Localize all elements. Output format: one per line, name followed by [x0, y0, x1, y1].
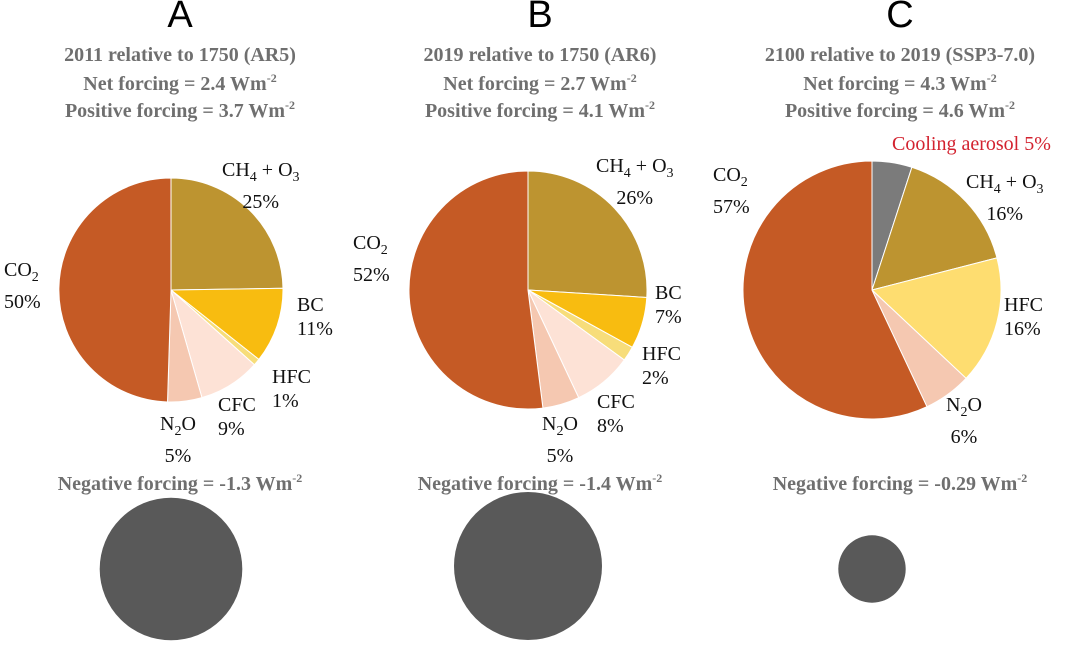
negative-forcing-label: Negative forcing = -1.3 Wm-2 — [57, 471, 303, 495]
pie-slice-ch4-o3 — [871, 166, 998, 291]
pie-slice-co2 — [742, 160, 928, 420]
panel-title: 2011 relative to 1750 (AR5) — [64, 44, 296, 66]
label-hfc: HFC 2% — [642, 343, 681, 389]
pie-slice-ch4-o3 — [527, 170, 648, 299]
pie-slice-co2 — [58, 177, 172, 403]
negative-forcing-label: Negative forcing = -1.4 Wm-2 — [417, 471, 663, 495]
net-forcing-label: Net forcing = 4.3 Wm-2 — [803, 71, 997, 95]
net-forcing-label: Net forcing = 2.7 Wm-2 — [443, 71, 637, 95]
positive-forcing-label: Positive forcing = 4.6 Wm-2 — [784, 98, 1016, 122]
negative-forcing-disk — [99, 497, 243, 641]
panel-title: 2019 relative to 1750 (AR6) — [423, 44, 657, 66]
pie-slice-co2 — [408, 170, 544, 410]
positive-forcing-label: Positive forcing = 4.1 Wm-2 — [424, 98, 656, 122]
label-ch4-o3: CH4 + O3 16% — [966, 171, 1044, 225]
panel-b: B 2019 relative to 1750 (AR6) Net forcin… — [353, 0, 720, 650]
label-co2: CO2 52% — [353, 232, 390, 286]
label-cfc: CFC 8% — [597, 391, 635, 437]
label-hfc: HFC 16% — [1004, 294, 1043, 340]
label-hfc: HFC 1% — [272, 366, 311, 412]
negative-forcing-label: Negative forcing = -0.29 Wm-2 — [772, 471, 1028, 495]
label-ch4-o3: CH4 + O3 26% — [596, 155, 674, 209]
panel-title: 2100 relative to 2019 (SSP3-7.0) — [764, 44, 1036, 66]
label-cooling-aerosol: Cooling aerosol 5% — [892, 133, 1051, 155]
label-bc: BC 11% — [297, 294, 333, 340]
panel-a: A 2011 relative to 1750 (AR5) Net forcin… — [0, 0, 360, 650]
panel-letter: B — [527, 0, 553, 36]
label-n2o: N2O 6% — [946, 394, 982, 448]
label-n2o: N2O 5% — [542, 413, 578, 467]
panel-letter: A — [167, 0, 193, 36]
net-forcing-label: Net forcing = 2.4 Wm-2 — [83, 71, 277, 95]
pie-slice-hfc — [870, 257, 1002, 380]
label-cfc: CFC 9% — [218, 394, 256, 440]
label-n2o: N2O 5% — [160, 413, 196, 467]
pie-chart — [408, 170, 648, 640]
pie-slice-ch4-o3 — [170, 177, 284, 291]
pie-slice-bc — [169, 287, 284, 361]
pie-chart — [742, 160, 1002, 603]
label-co2: CO2 57% — [713, 164, 750, 218]
pie-chart — [58, 177, 284, 641]
label-co2: CO2 50% — [4, 259, 41, 313]
negative-forcing-disk — [454, 492, 602, 640]
panel-c: C 2100 relative to 2019 (SSP3-7.0) Net f… — [713, 0, 1080, 650]
positive-forcing-label: Positive forcing = 3.7 Wm-2 — [64, 98, 296, 122]
panel-letter: C — [886, 0, 914, 36]
negative-forcing-disk — [838, 535, 906, 603]
label-bc: BC 7% — [655, 282, 682, 328]
label-ch4-o3: CH4 + O3 25% — [222, 159, 300, 213]
